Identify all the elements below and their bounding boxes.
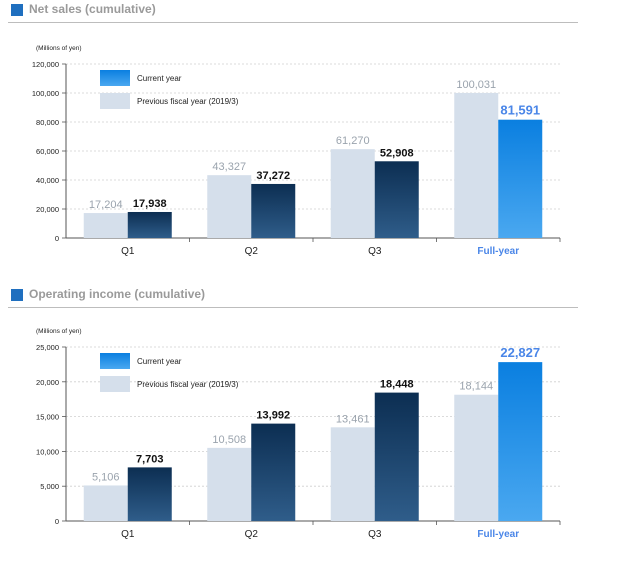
y-tick-label: 20,000 (36, 205, 59, 214)
legend-label-current: Current year (137, 74, 182, 83)
bar-previous-q1 (83, 213, 128, 238)
x-tick-label: Full-year (477, 529, 519, 540)
value-label-current: 22,827 (500, 345, 540, 360)
bar-current-q1 (127, 467, 172, 521)
x-tick-label: Q1 (121, 529, 135, 540)
unit-label: (Millions of yen) (36, 45, 82, 52)
value-label-current: 18,448 (380, 379, 414, 391)
net-sales-chart: (Millions of yen) 0 20,000 40,000 60,000 80,0… (32, 45, 561, 257)
y-tick-label: 5,000 (40, 482, 59, 491)
y-tick-label: 10,000 (36, 447, 59, 456)
bar-current-q2 (251, 423, 296, 521)
value-label-previous: 18,144 (459, 381, 493, 393)
legend-label-previous: Previous fiscal year (2019/3) (137, 97, 239, 106)
legend-swatch-current (100, 353, 130, 369)
x-tick-label: Q1 (121, 246, 135, 257)
y-tick-label: 60,000 (36, 147, 59, 156)
x-tick-label: Q3 (368, 246, 382, 257)
value-label-current: 7,703 (136, 453, 164, 465)
value-label-current: 52,908 (380, 147, 414, 159)
value-label-previous: 5,106 (92, 471, 120, 483)
value-label-previous: 100,031 (456, 79, 496, 91)
section-title-operating-income: Operating income (cumulative) (29, 287, 206, 301)
y-tick-label: 40,000 (36, 176, 59, 185)
legend-label-previous: Previous fiscal year (2019/3) (137, 380, 239, 389)
value-label-previous: 17,204 (89, 199, 123, 211)
bar-current-full-year (498, 362, 543, 521)
y-tick-label: 0 (55, 517, 59, 526)
value-label-previous: 10,508 (212, 434, 246, 446)
bar-current-q1 (127, 211, 172, 238)
section-square-icon (11, 289, 23, 301)
section-header-operating-income: Operating income (cumulative) (8, 287, 578, 308)
y-tick-label: 20,000 (36, 378, 59, 387)
section-header-net-sales: Net sales (cumulative) (8, 2, 578, 23)
value-label-previous: 13,461 (336, 413, 370, 425)
bar-current-q3 (374, 161, 419, 238)
value-label-current: 81,591 (500, 103, 540, 118)
section-title-net-sales: Net sales (cumulative) (29, 2, 156, 16)
bar-current-q3 (374, 392, 419, 521)
legend-swatch-previous (100, 93, 130, 109)
y-tick-label: 25,000 (36, 343, 59, 352)
value-label-current: 17,938 (133, 198, 167, 210)
bar-previous-q3 (330, 149, 375, 238)
bar-current-q2 (251, 183, 296, 238)
value-label-current: 37,272 (256, 170, 290, 182)
bar-previous-q2 (207, 175, 252, 238)
bar-previous-q1 (83, 485, 128, 521)
bar-current-full-year (498, 119, 543, 238)
section-square-icon (11, 4, 23, 16)
bar-previous-q2 (207, 447, 252, 521)
legend-label-current: Current year (137, 357, 182, 366)
value-label-previous: 43,327 (212, 161, 246, 173)
y-tick-label: 0 (55, 234, 59, 243)
legend-swatch-current (100, 70, 130, 86)
y-tick-label: 80,000 (36, 118, 59, 127)
bar-previous-full-year (454, 394, 499, 521)
x-tick-label: Q3 (368, 529, 382, 540)
operating-income-chart: (Millions of yen) 0 5,000 10,000 15,000 20,00… (36, 328, 561, 540)
bar-previous-q3 (330, 427, 375, 521)
x-tick-label: Q2 (245, 529, 259, 540)
value-label-current: 13,992 (256, 410, 290, 422)
y-tick-label: 120,000 (32, 60, 59, 69)
y-tick-label: 100,000 (32, 89, 59, 98)
x-tick-label: Full-year (477, 246, 519, 257)
bar-previous-full-year (454, 92, 499, 238)
unit-label: (Millions of yen) (36, 328, 82, 335)
legend-swatch-previous (100, 376, 130, 392)
x-tick-label: Q2 (245, 246, 259, 257)
value-label-previous: 61,270 (336, 135, 370, 147)
y-tick-label: 15,000 (36, 413, 59, 422)
